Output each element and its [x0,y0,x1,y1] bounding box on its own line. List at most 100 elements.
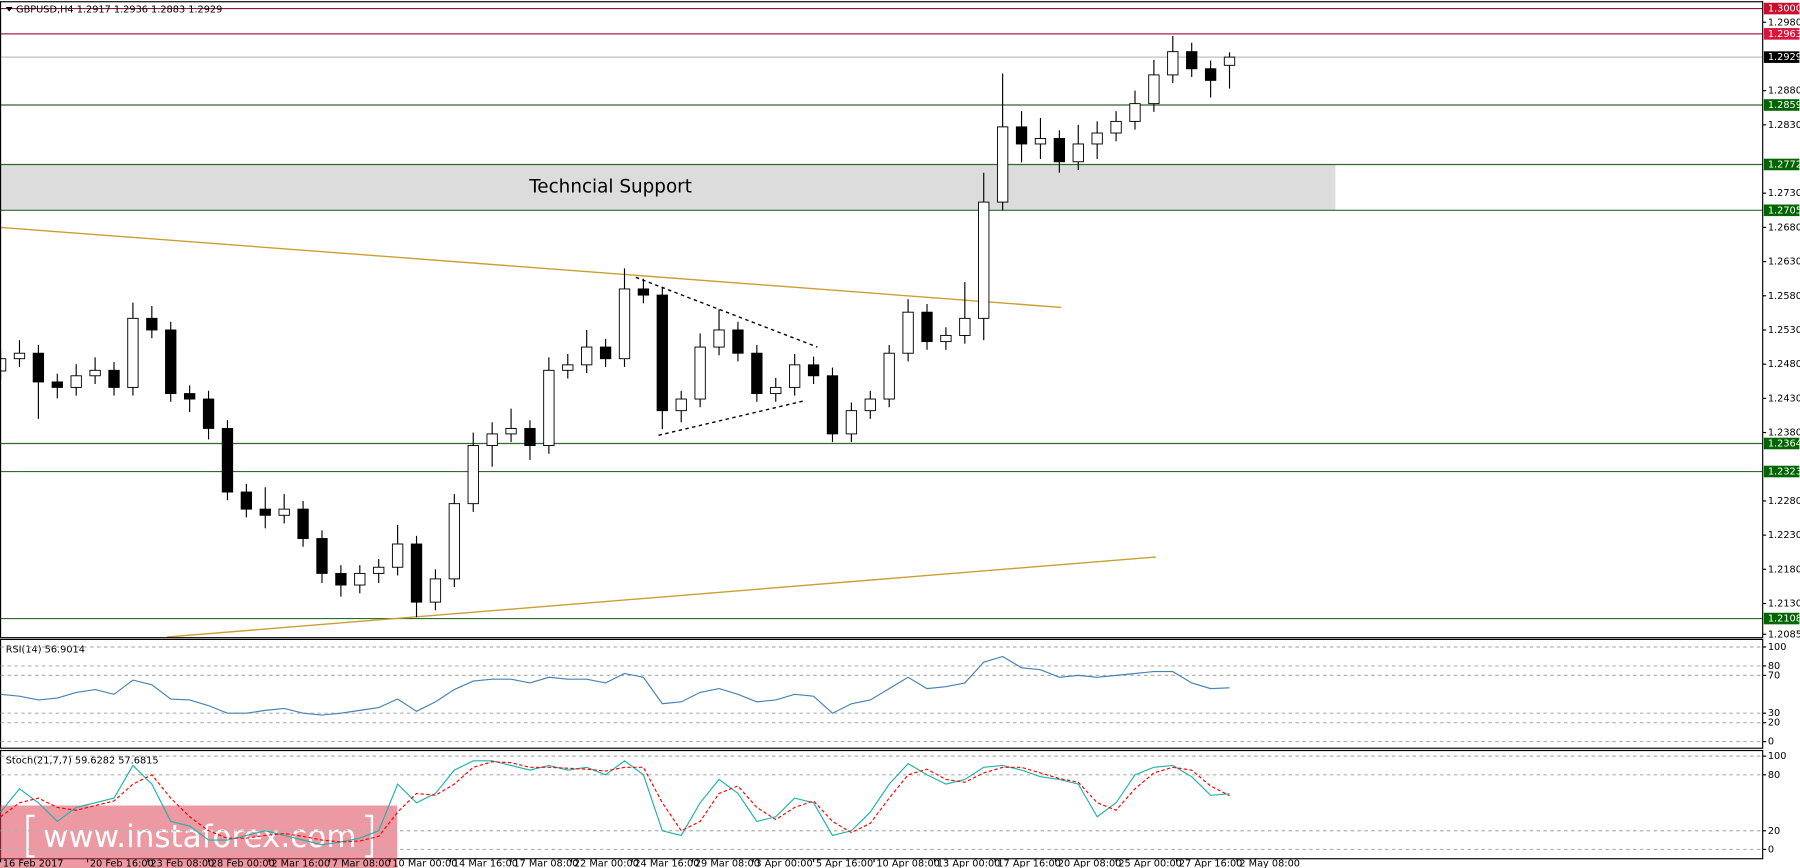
candle-body [51,381,63,388]
x-tick-label: 14 Mar 16:00 [453,858,518,868]
stoch-title: Stoch(21,7,7) 59.6282 57.6815 [6,755,159,766]
y-tick-label: 1.2130 [1768,598,1800,609]
trend-line [0,226,1062,309]
level-label: 1.2705 [1768,205,1800,216]
candle-body [637,288,650,296]
y-tick-label: 1.2230 [1768,530,1800,541]
y-tick-label: 1.2280 [1768,496,1800,507]
chart-title: GBPUSD,H4 1.2917 1.2936 1.2883 1.2929 [16,4,222,15]
candle-body [221,427,234,493]
menu-icon[interactable] [5,6,13,12]
candle-body [562,364,574,371]
x-tick-label: 23 Feb 08:00 [150,858,214,868]
candle-body [335,572,347,586]
candle-body [448,503,460,580]
x-tick-label: 25 Apr 00:00 [1118,858,1182,868]
y-tick-label: 1.2580 [1768,291,1800,302]
x-tick-label: 3 Apr 00:00 [755,858,812,868]
main-frame [0,1,1764,639]
main-panel: Techncial Support [0,7,1763,638]
candle-body [826,375,839,435]
candle-body [391,543,404,568]
candle-body [789,364,801,388]
y-tick-label: 0 [1768,844,1774,855]
candle-body [1167,51,1179,76]
trend-line [635,276,818,348]
candle-body [978,201,990,319]
y-tick-label: 1.2085 [1768,629,1800,640]
candle-body [429,578,442,603]
candle-body [921,311,933,343]
candle-body [316,538,328,574]
x-tick-label: 17 Apr 16:00 [997,858,1061,868]
x-tick-label: 20 Apr 08:00 [1058,858,1122,868]
candle-body [751,352,763,395]
y-tick-label: 100 [1768,751,1787,762]
level-label: 1.2772 [1768,159,1800,170]
zone-label: Techncial Support [528,176,692,197]
x-tick-label: 5 Apr 16:00 [816,858,873,868]
level-label-box [1763,465,1800,478]
candle-body [202,398,215,429]
candle-body [70,375,82,388]
x-tick-label: 28 Feb 00:00 [211,858,275,868]
y-tick-label: 1.2430 [1768,393,1800,404]
x-tick-label: 10 Mar 00:00 [392,858,457,868]
x-tick-label: 17 Mar 08:00 [513,858,578,868]
candle-body [1091,132,1103,145]
rsi-frame [0,638,1764,749]
candle-body [32,352,45,383]
level-label: 1.2859 [1768,100,1800,111]
x-tick-label: 27 Apr 16:00 [1179,858,1243,868]
x-tick-label: 2 May 08:00 [1239,858,1300,868]
candle-body [1053,138,1066,163]
watermark-box [0,805,398,868]
candle-body [675,398,687,412]
y-tick-label: 1.2880 [1768,86,1800,97]
y-tick-label: 20 [1768,826,1780,837]
candle-body [1148,74,1160,105]
level-label: 1.3000 [1768,4,1800,15]
candle-body [770,386,782,395]
candle-body [240,491,253,510]
candle-body [940,334,952,343]
x-tick-label: 24 Mar 16:00 [634,858,699,868]
y-tick-label: 1.2980 [1768,17,1800,28]
indicator-line [0,761,1230,843]
candle-body [694,346,706,400]
candle-body [1072,143,1084,163]
candle-body [1204,68,1217,81]
x-tick-label: 29 Mar 08:00 [695,858,760,868]
level-label-box [1763,158,1800,171]
candle-body [656,294,668,412]
y-tick-label: 1.2180 [1768,564,1800,575]
candle-body [410,543,423,603]
candle-body [13,352,26,360]
candle-body [581,346,593,366]
candle-body [524,427,536,446]
indicator-line [0,655,1230,716]
level-label-box [1763,99,1800,111]
x-tick-label: 16 Feb 2017 [3,858,64,868]
candle-body [1223,56,1236,66]
candle-body [713,329,725,348]
indicator-line [0,760,1230,846]
candle-body [278,508,290,516]
candle-body [599,346,612,360]
y-tick-label: 80 [1768,661,1780,672]
y-tick-label: 1.2680 [1768,222,1800,233]
candle-body [1015,126,1028,145]
y-tick-label: 1.2380 [1768,428,1800,439]
y-tick-label: 1.2630 [1768,257,1800,268]
candle-body [864,398,876,412]
y-tick-label: 0 [1768,737,1774,748]
candle-body [297,508,309,539]
x-tick-label: 22 Mar 00:00 [574,858,639,868]
candle-body [883,352,895,400]
level-label: 1.2364 [1768,438,1800,449]
candle-body [996,126,1009,203]
candle-body [732,329,744,354]
trend-line [658,399,807,436]
candle-body [127,317,139,388]
